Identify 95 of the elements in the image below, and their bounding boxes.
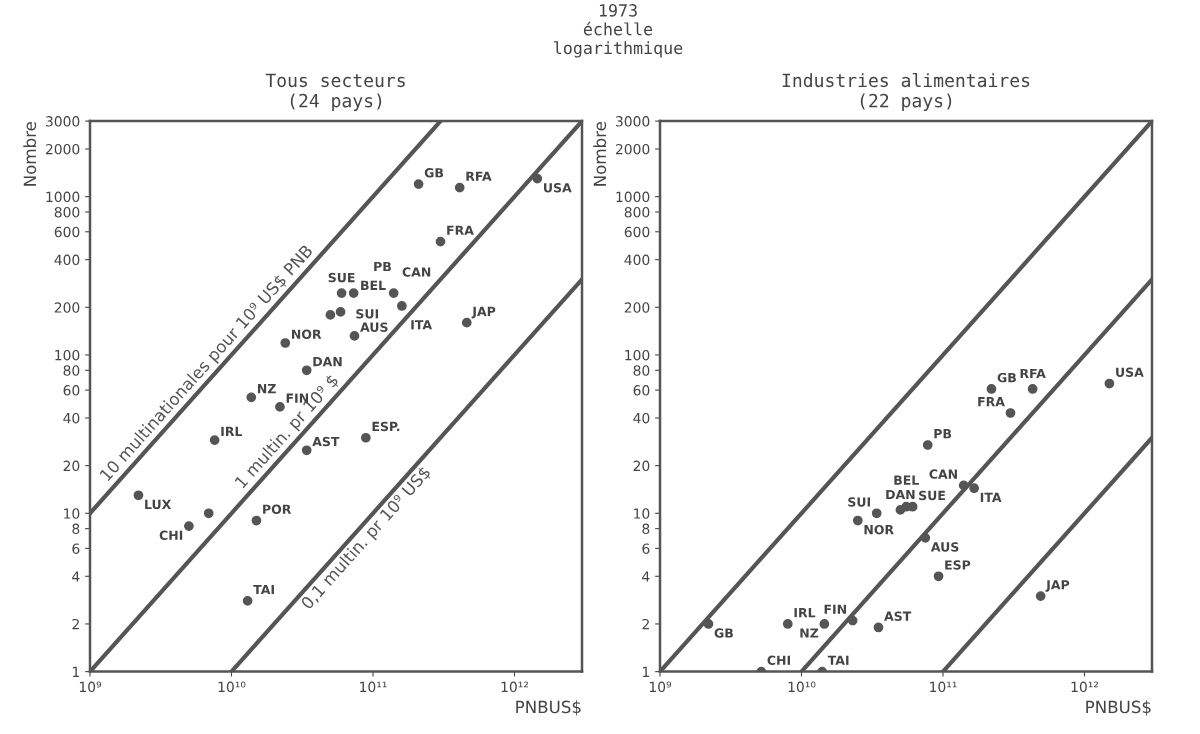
x-axis-title: PNBUS$: [516, 700, 581, 716]
y-tick-label: 60: [633, 385, 650, 396]
y-tick-label: 4: [642, 571, 650, 582]
annotation: JAP: [471, 306, 496, 319]
x-tick-label: 10¹⁰: [218, 681, 246, 693]
annotation: NZ: [257, 384, 276, 394]
annotation: PB: [374, 261, 391, 272]
annotation: BEL: [894, 475, 919, 485]
annotation: DAN: [886, 489, 915, 499]
y-tick-label: 2: [642, 618, 649, 630]
y-tick-label: 200: [54, 302, 80, 313]
x-tick-label: 10¹²: [501, 681, 529, 693]
chart-title: Industries alimentaires (22 pays): [782, 73, 1030, 111]
annotation: AUS: [930, 542, 959, 552]
y-tick-label: 1000: [616, 191, 650, 203]
annotation: USA: [1116, 367, 1144, 377]
annotation: DAN: [313, 357, 342, 367]
annotation: GB: [714, 628, 733, 638]
y-tick-label: 60: [63, 385, 80, 396]
x-tick-label: 10¹⁰: [788, 681, 816, 693]
annotation: TAI: [827, 655, 849, 665]
annotation: LUX: [145, 499, 172, 510]
annotation: AST: [884, 611, 912, 621]
annotation: JAP: [1045, 580, 1070, 592]
annotation: BEL: [361, 280, 386, 290]
y-tick-label: 8: [642, 523, 650, 535]
y-axis-title: Nombre: [23, 122, 37, 186]
y-tick-label: 6: [642, 543, 650, 554]
annotation: RFA: [1020, 368, 1046, 379]
annotation: IRL: [794, 608, 816, 618]
annotation: ITA: [411, 320, 433, 330]
annotation: SUI: [356, 309, 379, 319]
annotation: AUS: [360, 322, 388, 332]
x-tick-label: 10¹²: [1071, 681, 1099, 693]
y-tick-label: 1: [642, 666, 649, 677]
chart-title: Tous secteurs (24 pays): [265, 73, 405, 111]
y-tick-label: 2000: [615, 143, 650, 155]
annotation: PB: [934, 429, 952, 439]
y-tick-label: 8: [72, 523, 80, 535]
x-tick-label: 10¹¹: [360, 681, 387, 693]
y-tick-label: 80: [63, 365, 80, 376]
annotation: TAI: [253, 584, 274, 595]
y-tick-label: 600: [624, 226, 650, 238]
y-tick-label: 800: [624, 206, 650, 218]
annotation: GB: [997, 372, 1016, 383]
y-tick-label: 10: [634, 508, 650, 519]
y-tick-label: 200: [624, 302, 650, 313]
y-tick-label: 3000: [45, 116, 80, 127]
y-tick-label: 80: [633, 365, 650, 376]
y-tick-label: 600: [54, 226, 80, 238]
annotation: CHI: [159, 530, 183, 540]
y-tick-label: 100: [55, 349, 80, 361]
y-tick-label: 2: [72, 618, 79, 630]
annotation: GB: [424, 168, 444, 178]
annotation: AST: [312, 436, 340, 447]
x-axis-title: PNBUS$: [1086, 700, 1151, 716]
annotation: ITA: [980, 492, 1002, 502]
y-tick-label: 4: [72, 571, 80, 582]
y-axis-title: Nombre: [593, 122, 607, 186]
annotation: SUE: [919, 490, 945, 501]
annotation: RFA: [466, 171, 492, 181]
y-tick-label: 40: [633, 412, 650, 424]
annotation: FIN: [824, 604, 846, 614]
y-tick-label: 400: [54, 254, 80, 266]
x-tick-label: 10¹¹: [930, 681, 957, 693]
y-tick-label: 1000: [46, 191, 80, 203]
x-tick-label: 10⁹: [79, 681, 102, 693]
y-tick-label: 1: [72, 666, 79, 677]
y-tick-label: 10: [64, 508, 80, 519]
annotation: USA: [544, 183, 572, 193]
annotation: NOR: [292, 329, 322, 340]
annotation: SUE: [328, 272, 355, 283]
y-tick-label: 6: [72, 543, 80, 554]
annotation: POR: [263, 504, 292, 514]
annotation: CHI: [767, 655, 790, 666]
y-tick-label: 800: [54, 206, 80, 218]
y-tick-label: 3000: [615, 116, 650, 127]
y-tick-label: 2000: [45, 143, 80, 155]
y-tick-label: 40: [63, 412, 80, 424]
text: 1973 échelle logarithmique: [554, 4, 683, 58]
annotation: IRL: [221, 426, 243, 436]
annotation: ESP.: [372, 421, 400, 432]
annotation: FRA: [978, 397, 1005, 407]
annotation: NOR: [864, 524, 894, 535]
annotation: CAN: [402, 267, 431, 277]
y-tick-label: 20: [633, 460, 650, 472]
y-tick-label: 20: [63, 460, 80, 472]
annotation: SUI: [848, 497, 870, 507]
y-tick-label: 400: [624, 254, 650, 266]
x-tick-label: 10⁹: [649, 681, 672, 693]
annotation: FRA: [447, 225, 474, 235]
annotation: CAN: [929, 469, 957, 479]
y-tick-label: 100: [625, 349, 650, 361]
annotation: ESP: [945, 560, 971, 570]
annotation: NZ: [800, 628, 819, 638]
